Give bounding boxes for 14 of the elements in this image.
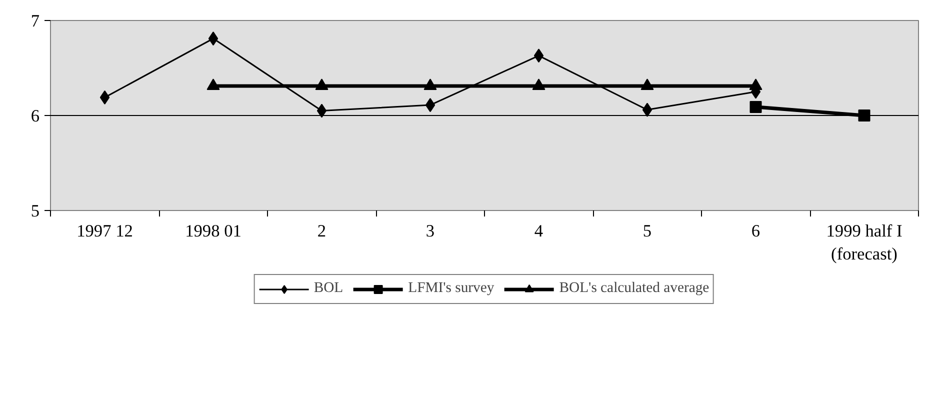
x-tick-label: 1998 01 <box>185 222 242 240</box>
x-tick-label: 1999 half I (forecast) <box>826 222 902 264</box>
x-tick-label: 3 <box>426 222 435 240</box>
y-tick-label: 7 <box>30 12 40 30</box>
x-tick-label: 2 <box>317 222 326 240</box>
y-tick-label: 6 <box>30 106 40 126</box>
x-tick-label: 4 <box>534 222 544 240</box>
y-tick-label: 5 <box>30 202 40 220</box>
legend-label: BOL <box>314 280 344 297</box>
x-tick-label: 1997 12 <box>76 222 133 240</box>
x-tick-label: 6 <box>751 222 760 240</box>
legend-label: BOL's calculated average <box>559 280 710 297</box>
legend-label: LFMI's survey <box>408 280 494 297</box>
x-tick-label: 5 <box>642 222 652 240</box>
